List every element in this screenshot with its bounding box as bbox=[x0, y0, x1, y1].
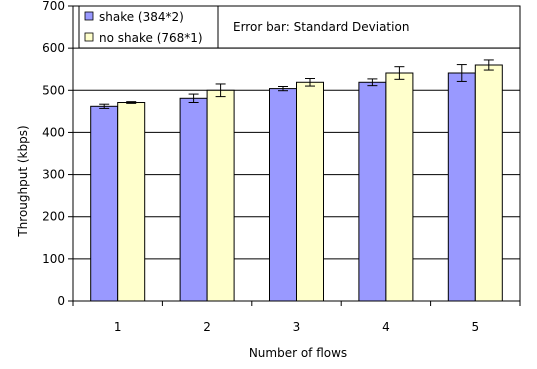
x-axis-label: Number of flows bbox=[249, 346, 347, 360]
error-bars bbox=[99, 59, 494, 109]
y-axis-label: Throughput (kbps) bbox=[16, 125, 30, 237]
bar-series1-3 bbox=[296, 81, 324, 302]
bar-series1-5 bbox=[474, 64, 503, 302]
bar-series0-1 bbox=[90, 105, 119, 302]
bar-series0-5 bbox=[447, 72, 476, 302]
y-tick-label-100: 100 bbox=[42, 252, 65, 266]
x-tick-label-5: 5 bbox=[471, 320, 479, 334]
y-tick-label-200: 200 bbox=[42, 210, 65, 224]
bars bbox=[90, 64, 503, 302]
y-tick-label-600: 600 bbox=[42, 41, 65, 55]
y-tick-label-400: 400 bbox=[42, 125, 65, 139]
y-tick-label-300: 300 bbox=[42, 168, 65, 182]
tick-labels: 0 100 200 300 400 500 600 700 1 2 3 4 5 bbox=[42, 0, 479, 334]
bar-series1-2 bbox=[206, 89, 235, 302]
legend-frame bbox=[78, 5, 219, 49]
x-tick-label-3: 3 bbox=[293, 320, 301, 334]
bar-series0-3 bbox=[269, 88, 297, 302]
x-tick-label-4: 4 bbox=[382, 320, 390, 334]
bar-series1-4 bbox=[385, 72, 414, 302]
legend-swatch-no-shake bbox=[84, 32, 94, 42]
annotation-frame bbox=[217, 5, 521, 49]
legend-label-shake: shake (384*2) bbox=[99, 10, 184, 24]
x-tick-label-1: 1 bbox=[114, 320, 122, 334]
bar-series0-4 bbox=[358, 81, 387, 302]
legend-label-no-shake: no shake (768*1) bbox=[99, 31, 203, 45]
legend: shake (384*2) no shake (768*1) bbox=[78, 5, 219, 49]
y-tick-label-500: 500 bbox=[42, 83, 65, 97]
y-tick-label-700: 700 bbox=[42, 0, 65, 13]
bar-series0-2 bbox=[179, 97, 208, 302]
legend-swatch-shake bbox=[84, 11, 94, 21]
bar-series1-1 bbox=[117, 102, 146, 302]
y-tick-label-0: 0 bbox=[57, 294, 65, 308]
annotation-text: Error bar: Standard Deviation bbox=[233, 20, 409, 34]
annotation-box: Error bar: Standard Deviation bbox=[217, 5, 521, 49]
x-tick-label-2: 2 bbox=[203, 320, 211, 334]
axes bbox=[68, 5, 521, 306]
